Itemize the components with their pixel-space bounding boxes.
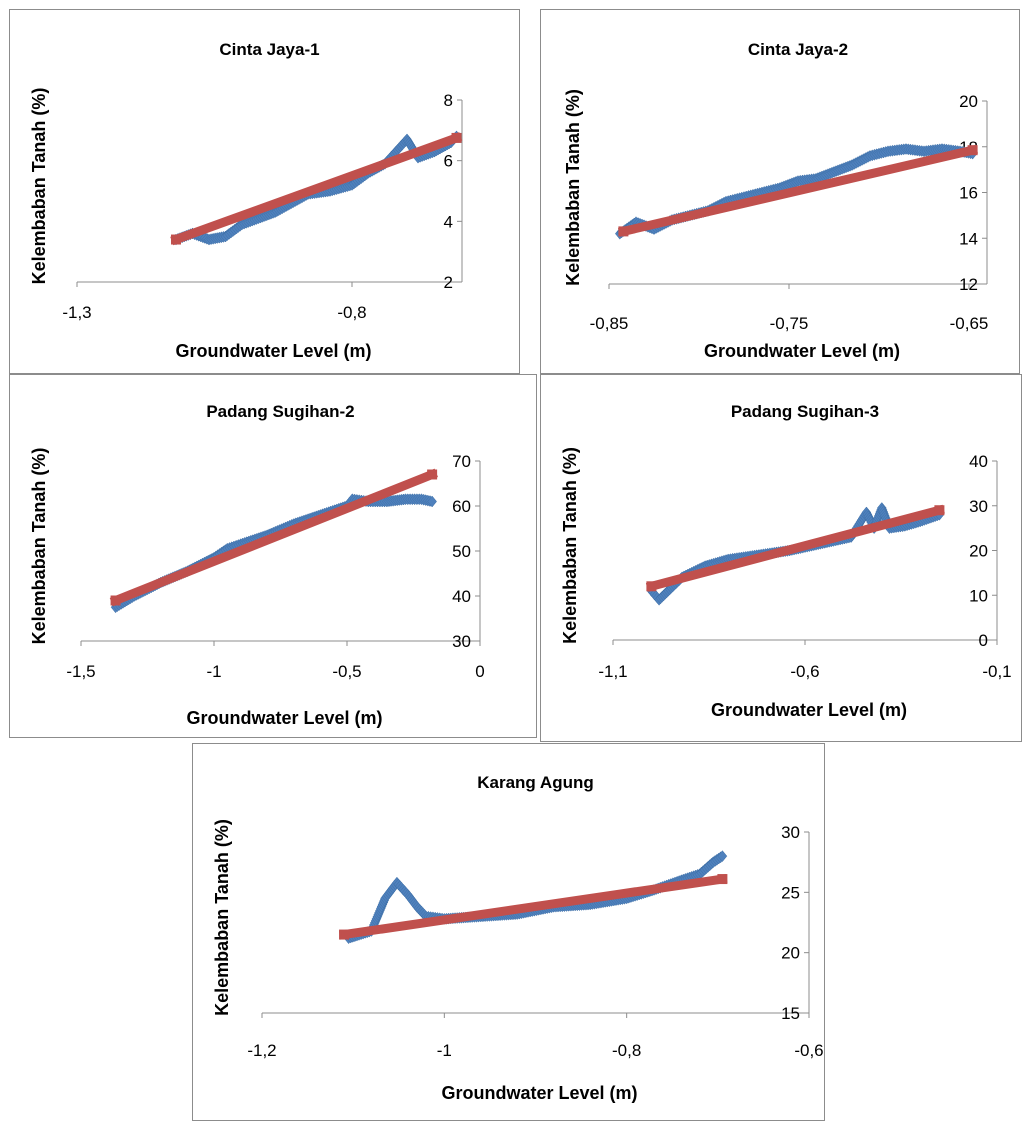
y-tick-label: 50 xyxy=(452,542,471,561)
y-tick-label: 4 xyxy=(444,212,453,231)
trend-point xyxy=(451,132,462,143)
x-tick-label: -0,1 xyxy=(982,662,1011,681)
x-tick-label: -1 xyxy=(437,1041,452,1060)
x-tick-label: -0,8 xyxy=(337,303,366,322)
y-tick-label: 8 xyxy=(444,91,453,110)
x-tick-label: 0 xyxy=(475,662,484,681)
chart-panel-cinta-jaya-1: Cinta Jaya-1 Groundwater Level (m) Kelemba… xyxy=(9,9,520,374)
trend-point xyxy=(646,581,657,592)
y-axis-label: Kelembaban Tanah (%) xyxy=(563,89,583,286)
trend-point xyxy=(934,505,945,516)
chart-title: Cinta Jaya-1 xyxy=(219,40,319,59)
x-tick-label: -0,85 xyxy=(590,314,629,333)
x-tick-label: -0,65 xyxy=(950,314,989,333)
x-axis-label: Groundwater Level (m) xyxy=(175,341,371,361)
chart-cinta-jaya-2: Cinta Jaya-2 Groundwater Level (m) Kelemba… xyxy=(563,40,989,361)
y-tick-label: 40 xyxy=(969,452,988,471)
y-tick-label: 20 xyxy=(959,92,978,111)
trend-point xyxy=(339,929,350,940)
x-axis-label: Groundwater Level (m) xyxy=(704,341,900,361)
chart-padang-sugihan-3: Padang Sugihan-3 Groundwater Level (m) Kel… xyxy=(560,402,1012,720)
y-tick-label: 0 xyxy=(979,631,988,650)
x-tick-label: -0,75 xyxy=(770,314,809,333)
x-axis-label: Groundwater Level (m) xyxy=(186,708,382,728)
trend-point xyxy=(618,226,629,237)
trend-point xyxy=(110,595,121,606)
x-axis-label: Groundwater Level (m) xyxy=(711,700,907,720)
observed-series-line xyxy=(115,498,433,608)
chart-title: Padang Sugihan-3 xyxy=(731,402,879,421)
trend-point xyxy=(967,145,978,156)
y-tick-label: 6 xyxy=(444,152,453,171)
chart-title: Padang Sugihan-2 xyxy=(206,402,354,421)
observed-series-markers xyxy=(110,493,437,614)
x-tick-label: -1,3 xyxy=(62,303,91,322)
x-tick-label: -1,1 xyxy=(598,662,627,681)
y-axis-label: Kelembaban Tanah (%) xyxy=(560,447,580,644)
y-tick-label: 60 xyxy=(452,497,471,516)
trend-series-line xyxy=(109,468,438,607)
chart-title: Karang Agung xyxy=(477,773,593,792)
observed-point xyxy=(427,495,437,508)
x-tick-label: -0,6 xyxy=(790,662,819,681)
chart-panel-cinta-jaya-2: Cinta Jaya-2 Groundwater Level (m) Kelemba… xyxy=(540,9,1020,374)
y-tick-label: 30 xyxy=(452,632,471,651)
chart-karang-agung: Karang Agung Groundwater Level (m) Kelemba… xyxy=(212,773,824,1103)
trend-series-line xyxy=(170,132,463,246)
y-axis-label: Kelembaban Tanah (%) xyxy=(29,88,49,285)
chart-title: Cinta Jaya-2 xyxy=(748,40,848,59)
trend-series-line xyxy=(338,873,728,940)
trend-series-line xyxy=(645,504,945,592)
x-axis-label: Groundwater Level (m) xyxy=(441,1083,637,1103)
y-tick-label: 16 xyxy=(959,184,978,203)
y-tick-label: 2 xyxy=(444,273,453,292)
trend-point xyxy=(171,234,181,245)
y-tick-label: 14 xyxy=(959,229,978,248)
x-tick-label: -0,5 xyxy=(332,662,361,681)
y-tick-label: 15 xyxy=(781,1004,800,1023)
x-tick-label: -1,5 xyxy=(66,662,95,681)
y-tick-label: 70 xyxy=(452,452,471,471)
chart-panel-padang-sugihan-2: Padang Sugihan-2 Groundwater Level (m) Kel… xyxy=(9,374,537,738)
x-tick-label: -1 xyxy=(206,662,221,681)
y-tick-label: 30 xyxy=(781,823,800,842)
chart-cinta-jaya-1: Cinta Jaya-1 Groundwater Level (m) Kelemba… xyxy=(29,40,463,361)
chart-panel-karang-agung: Karang Agung Groundwater Level (m) Kelemba… xyxy=(192,743,825,1121)
observed-point xyxy=(717,850,728,863)
chart-panel-padang-sugihan-3: Padang Sugihan-3 Groundwater Level (m) Kel… xyxy=(540,374,1022,742)
y-tick-label: 30 xyxy=(969,497,988,516)
x-tick-label: -0,6 xyxy=(794,1041,823,1060)
trend-point xyxy=(717,874,728,885)
y-tick-label: 20 xyxy=(969,542,988,561)
y-tick-label: 40 xyxy=(452,587,471,606)
y-tick-label: 20 xyxy=(781,944,800,963)
chart-padang-sugihan-2: Padang Sugihan-2 Groundwater Level (m) Kel… xyxy=(29,402,485,728)
y-tick-label: 25 xyxy=(781,883,800,902)
x-tick-label: -0,8 xyxy=(612,1041,641,1060)
y-axis-label: Kelembaban Tanah (%) xyxy=(29,448,49,645)
trend-series-line xyxy=(617,144,979,237)
y-axis-label: Kelembaban Tanah (%) xyxy=(212,819,232,1016)
y-tick-label: 10 xyxy=(969,586,988,605)
x-tick-label: -1,2 xyxy=(247,1041,276,1060)
trend-point xyxy=(427,469,438,480)
